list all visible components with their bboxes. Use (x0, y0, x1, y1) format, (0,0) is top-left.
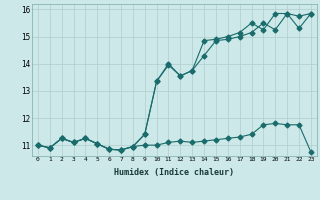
X-axis label: Humidex (Indice chaleur): Humidex (Indice chaleur) (115, 168, 234, 177)
